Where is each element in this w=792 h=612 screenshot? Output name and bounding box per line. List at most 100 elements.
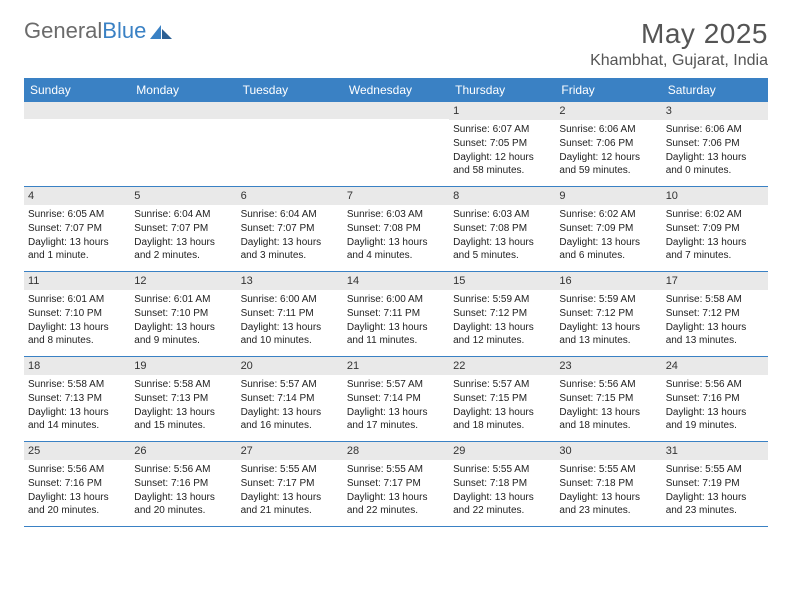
sunset-text: Sunset: 7:07 PM (28, 222, 126, 235)
day-cell: 3Sunrise: 6:06 AMSunset: 7:06 PMDaylight… (662, 102, 768, 186)
day-number: 15 (449, 272, 555, 290)
day-cell: 16Sunrise: 5:59 AMSunset: 7:12 PMDayligh… (555, 272, 661, 356)
sunset-text: Sunset: 7:09 PM (666, 222, 764, 235)
daylight-text: Daylight: 13 hours and 17 minutes. (347, 406, 445, 432)
day-number: 10 (662, 187, 768, 205)
title-block: May 2025 Khambhat, Gujarat, India (590, 18, 768, 70)
daylight-text: Daylight: 13 hours and 21 minutes. (241, 491, 339, 517)
calendar: Sunday Monday Tuesday Wednesday Thursday… (24, 78, 768, 527)
day-cell: 10 Sunrise: 6:02 AMSunset: 7:09 PMDayligh… (662, 187, 768, 271)
daylight-text: Daylight: 13 hours and 11 minutes. (347, 321, 445, 347)
month-title: May 2025 (590, 18, 768, 50)
daylight-text: Daylight: 13 hours and 6 minutes. (559, 236, 657, 262)
day-cell: 12Sunrise: 6:01 AMSunset: 7:10 PMDayligh… (130, 272, 236, 356)
sunrise-text: Sunrise: 6:05 AM (28, 208, 126, 221)
dayhead-wed: Wednesday (343, 78, 449, 102)
week-row: 18Sunrise: 5:58 AMSunset: 7:13 PMDayligh… (24, 357, 768, 442)
sunset-text: Sunset: 7:13 PM (134, 392, 232, 405)
day-number: 20 (237, 357, 343, 375)
calendar-page: GeneralBlue May 2025 Khambhat, Gujarat, … (0, 0, 792, 545)
day-cell: 25Sunrise: 5:56 AMSunset: 7:16 PMDayligh… (24, 442, 130, 526)
weeks-container: 1Sunrise: 6:07 AMSunset: 7:05 PMDaylight… (24, 102, 768, 527)
day-cell (130, 102, 236, 186)
day-number: 11 (24, 272, 130, 290)
daylight-text: Daylight: 13 hours and 14 minutes. (28, 406, 126, 432)
dayhead-fri: Friday (555, 78, 661, 102)
sunset-text: Sunset: 7:08 PM (347, 222, 445, 235)
sunset-text: Sunset: 7:18 PM (559, 477, 657, 490)
daylight-text: Daylight: 13 hours and 22 minutes. (453, 491, 551, 517)
day-cell: 28Sunrise: 5:55 AMSunset: 7:17 PMDayligh… (343, 442, 449, 526)
day-cell: 6Sunrise: 6:04 AMSunset: 7:07 PMDaylight… (237, 187, 343, 271)
day-cell: 1 Sunrise: 6:07 AMSunset: 7:05 PMDaylight… (449, 102, 555, 186)
brand-part1: General (24, 18, 102, 43)
sunrise-text: Sunrise: 6:01 AM (134, 293, 232, 306)
day-number: 1 (449, 102, 555, 120)
dayhead-tue: Tuesday (237, 78, 343, 102)
sunrise-text: Sunrise: 5:59 AM (453, 293, 551, 306)
day-cell: 31Sunrise: 5:55 AMSunset: 7:19 PMDayligh… (662, 442, 768, 526)
day-cell: 8Sunrise: 6:03 AMSunset: 7:08 PMDaylight… (449, 187, 555, 271)
daylight-text: Daylight: 13 hours and 10 minutes. (241, 321, 339, 347)
daylight-text: Daylight: 13 hours and 9 minutes. (134, 321, 232, 347)
sunset-text: Sunset: 7:19 PM (666, 477, 764, 490)
daylight-text: Daylight: 13 hours and 20 minutes. (28, 491, 126, 517)
day-cell: 18Sunrise: 5:58 AMSunset: 7:13 PMDayligh… (24, 357, 130, 441)
day-number: 14 (343, 272, 449, 290)
sunset-text: Sunset: 7:17 PM (241, 477, 339, 490)
sunrise-text: Sunrise: 6:03 AM (347, 208, 445, 221)
day-cell: 5Sunrise: 6:04 AMSunset: 7:07 PMDaylight… (130, 187, 236, 271)
daylight-text: Daylight: 13 hours and 8 minutes. (28, 321, 126, 347)
day-cell: 15Sunrise: 5:59 AMSunset: 7:12 PMDayligh… (449, 272, 555, 356)
sunset-text: Sunset: 7:07 PM (134, 222, 232, 235)
sunset-text: Sunset: 7:05 PM (453, 137, 551, 150)
day-cell: 19Sunrise: 5:58 AMSunset: 7:13 PMDayligh… (130, 357, 236, 441)
sunrise-text: Sunrise: 6:06 AM (666, 123, 764, 136)
day-header-row: Sunday Monday Tuesday Wednesday Thursday… (24, 78, 768, 102)
sunset-text: Sunset: 7:09 PM (559, 222, 657, 235)
sunrise-text: Sunrise: 6:01 AM (28, 293, 126, 306)
day-number: 31 (662, 442, 768, 460)
day-number: 5 (130, 187, 236, 205)
daylight-text: Daylight: 13 hours and 23 minutes. (559, 491, 657, 517)
sunrise-text: Sunrise: 6:07 AM (453, 123, 551, 136)
sunrise-text: Sunrise: 6:02 AM (666, 208, 764, 221)
day-number: 7 (343, 187, 449, 205)
sunrise-text: Sunrise: 5:57 AM (241, 378, 339, 391)
sunrise-text: Sunrise: 6:02 AM (559, 208, 657, 221)
day-cell: 23Sunrise: 5:56 AMSunset: 7:15 PMDayligh… (555, 357, 661, 441)
sunrise-text: Sunrise: 5:58 AM (134, 378, 232, 391)
day-number: 29 (449, 442, 555, 460)
daylight-text: Daylight: 13 hours and 23 minutes. (666, 491, 764, 517)
sunset-text: Sunset: 7:16 PM (666, 392, 764, 405)
day-number: 3 (662, 102, 768, 120)
week-row: 25Sunrise: 5:56 AMSunset: 7:16 PMDayligh… (24, 442, 768, 527)
daylight-text: Daylight: 13 hours and 4 minutes. (347, 236, 445, 262)
daylight-text: Daylight: 12 hours and 58 minutes. (453, 151, 551, 177)
sunrise-text: Sunrise: 5:55 AM (347, 463, 445, 476)
day-number: 16 (555, 272, 661, 290)
week-row: 1Sunrise: 6:07 AMSunset: 7:05 PMDaylight… (24, 102, 768, 187)
sunset-text: Sunset: 7:13 PM (28, 392, 126, 405)
day-cell (237, 102, 343, 186)
daylight-text: Daylight: 12 hours and 59 minutes. (559, 151, 657, 177)
sunset-text: Sunset: 7:16 PM (134, 477, 232, 490)
sunset-text: Sunset: 7:16 PM (28, 477, 126, 490)
sunrise-text: Sunrise: 6:06 AM (559, 123, 657, 136)
day-number: 17 (662, 272, 768, 290)
sunset-text: Sunset: 7:15 PM (453, 392, 551, 405)
daylight-text: Daylight: 13 hours and 13 minutes. (559, 321, 657, 347)
sunset-text: Sunset: 7:12 PM (666, 307, 764, 320)
daylight-text: Daylight: 13 hours and 19 minutes. (666, 406, 764, 432)
sunset-text: Sunset: 7:11 PM (241, 307, 339, 320)
day-number: 13 (237, 272, 343, 290)
day-cell: 2Sunrise: 6:06 AMSunset: 7:06 PMDaylight… (555, 102, 661, 186)
day-number: 18 (24, 357, 130, 375)
sunrise-text: Sunrise: 5:55 AM (241, 463, 339, 476)
day-cell: 21Sunrise: 5:57 AMSunset: 7:14 PMDayligh… (343, 357, 449, 441)
daylight-text: Daylight: 13 hours and 7 minutes. (666, 236, 764, 262)
sunrise-text: Sunrise: 5:57 AM (453, 378, 551, 391)
sunset-text: Sunset: 7:17 PM (347, 477, 445, 490)
day-number: 25 (24, 442, 130, 460)
day-cell: 14Sunrise: 6:00 AMSunset: 7:11 PMDayligh… (343, 272, 449, 356)
